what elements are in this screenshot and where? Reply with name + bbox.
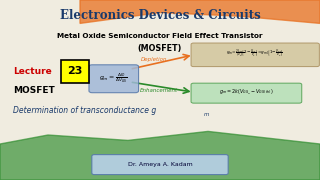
Text: (MOSFET): (MOSFET) [138,44,182,53]
Text: Depletion: Depletion [141,57,167,62]
Text: 23: 23 [67,66,83,76]
FancyBboxPatch shape [191,83,302,103]
Text: $g_m\!=\!\frac{2I_{DSS}}{|V_P|}\!\left[1\!-\!\frac{V_{GS}}{V_P}\right]\!=\!g_{m0: $g_m\!=\!\frac{2I_{DSS}}{|V_P|}\!\left[1… [226,48,284,60]
FancyBboxPatch shape [61,60,89,83]
Text: Metal Oxide Semiconductor Field Effect Transistor: Metal Oxide Semiconductor Field Effect T… [57,33,263,39]
FancyBboxPatch shape [89,65,139,93]
Text: Determination of transconductance g: Determination of transconductance g [13,106,156,115]
Polygon shape [0,131,320,180]
Text: m: m [204,112,210,117]
Text: Electronics Devices & Circuits: Electronics Devices & Circuits [60,9,260,22]
FancyBboxPatch shape [92,155,228,175]
Text: $g_m = \frac{\Delta I_D}{\Delta V_{GS}}$: $g_m = \frac{\Delta I_D}{\Delta V_{GS}}$ [100,72,128,85]
Text: Dr. Ameya A. Kadam: Dr. Ameya A. Kadam [128,162,192,167]
Text: Lecture: Lecture [13,67,52,76]
Polygon shape [80,0,320,23]
Text: Enhancement: Enhancement [140,88,179,93]
Text: MOSFET: MOSFET [13,86,54,95]
FancyBboxPatch shape [191,43,319,67]
Text: $g_m = 2k(V_{GS_Q} - V_{GS(th)})$: $g_m = 2k(V_{GS_Q} - V_{GS(th)})$ [219,88,274,97]
